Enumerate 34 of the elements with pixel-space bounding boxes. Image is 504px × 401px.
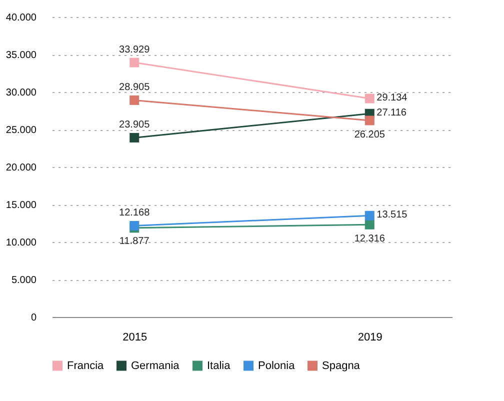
legend-label: Germania (131, 360, 180, 372)
data-label: 11.877 (119, 236, 150, 247)
legend-label: Francia (67, 360, 105, 372)
data-label: 29.134 (376, 92, 408, 104)
point (364, 94, 374, 104)
data-label: 26.205 (354, 129, 386, 140)
x-tick-label: 2019 (358, 332, 382, 344)
data-label: 12.316 (354, 234, 386, 245)
y-tick-label: 25.000 (6, 125, 37, 136)
data-label: 28.905 (119, 82, 150, 94)
point (364, 210, 374, 220)
y-tick-label: 10.000 (6, 238, 37, 248)
legend-label: Italia (207, 360, 232, 372)
point (130, 132, 140, 142)
point (364, 116, 374, 126)
data-label: 12.168 (119, 208, 150, 219)
y-tick-label: 5.000 (11, 275, 37, 286)
point (130, 220, 140, 230)
point (130, 95, 140, 105)
y-tick-label: 0 (30, 312, 37, 324)
point (130, 58, 140, 68)
y-tick-label: 35.000 (6, 50, 37, 61)
y-tick-label: 20.000 (6, 162, 37, 174)
legend-label: Polonia (258, 360, 296, 372)
point (364, 220, 374, 230)
y-tick-label: 40.000 (6, 12, 37, 24)
y-tick-label: 30.000 (6, 88, 37, 98)
data-label: 27.116 (376, 108, 407, 119)
x-tick-label: 2015 (122, 332, 148, 344)
data-label: 13.515 (376, 210, 408, 221)
data-label: 23.905 (119, 120, 150, 131)
y-tick-label: 15.000 (6, 200, 37, 211)
legend-label: Spagna (322, 360, 361, 372)
data-label: 33.929 (119, 44, 150, 56)
